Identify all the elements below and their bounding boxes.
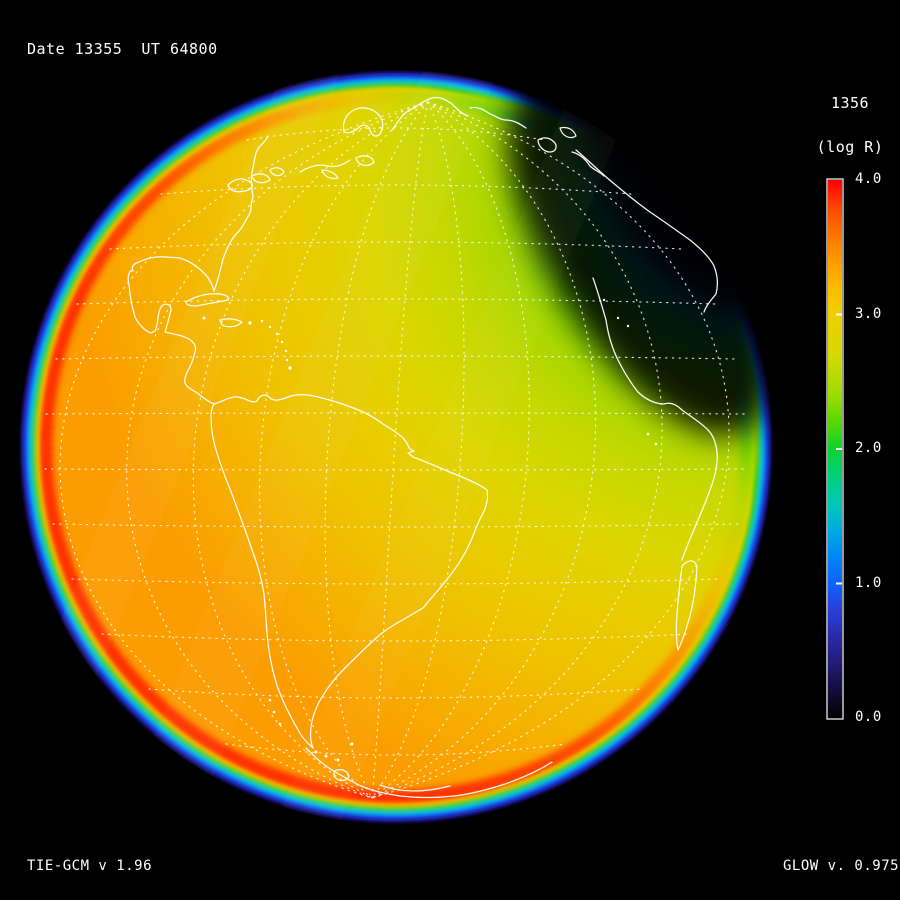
coast-newfoundland (299, 155, 375, 180)
colorbar-tick-label: 1.0 (855, 574, 882, 591)
coast-south-america (210, 393, 489, 749)
coast-antarctica (305, 747, 553, 799)
coast-antilles-islands (202, 316, 292, 370)
outer-glow-rings (19, 70, 773, 824)
coast-nw-africa (575, 149, 718, 313)
coast-cuba (185, 293, 230, 307)
date-ut-label: Date 13355 UT 64800 (27, 40, 218, 58)
coast-great-lakes (227, 167, 285, 193)
coast-antarctica-inner (333, 769, 451, 792)
coast-small-islands (268, 298, 658, 762)
colorbar-frame (826, 178, 844, 720)
colorbar-tick-marks (836, 313, 842, 585)
colorbar-tick-label: 2.0 (855, 440, 882, 456)
zenith-streaks (19, 70, 368, 750)
colorbar-title: 1356 (830, 94, 870, 112)
colorbar-tick-label: 0.0 (855, 709, 882, 725)
colorbar-tick-label: 4.0 (855, 171, 882, 187)
coast-north-atlantic-islands (537, 126, 605, 177)
coastlines (127, 96, 718, 799)
limb-brightening-ring (39, 90, 753, 804)
colorbar-tick-label: 3.0 (855, 305, 882, 322)
coast-hudson-bay (342, 107, 384, 137)
colorbar (826, 178, 844, 720)
coast-sw-africa (675, 560, 698, 651)
coast-labrador (391, 96, 527, 131)
coast-hispaniola (219, 318, 243, 328)
latitude-longitude-grid (44, 101, 748, 799)
model-version-label: TIE-GCM v 1.96 (27, 858, 153, 874)
colorbar-units-label: (log R) (816, 138, 884, 156)
coast-west-africa (592, 277, 718, 561)
glow-version-label: GLOW v. 0.975 (783, 858, 900, 874)
coast-north-america (127, 135, 269, 405)
